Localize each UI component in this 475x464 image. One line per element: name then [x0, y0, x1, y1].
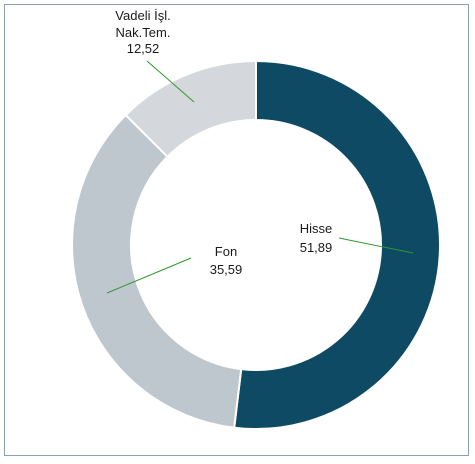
slice-label-hisse: Hisse — [300, 221, 333, 236]
leader-hisse — [338, 237, 414, 254]
leader-fon — [106, 257, 192, 294]
slice-hisse — [233, 59, 442, 430]
slice-vadeli — [124, 59, 257, 159]
slice-value-vadeli: 12,52 — [127, 41, 160, 56]
leader-vadeli — [146, 60, 195, 103]
slice-value-hisse: 51,89 — [300, 240, 333, 255]
slice-label-vadeli-line1: Vadeli İşl. — [115, 8, 170, 23]
slice-label-vadeli-line2: Nak.Tem. — [116, 25, 171, 40]
slice-label-fon: Fon — [215, 244, 237, 259]
slice-fon — [71, 113, 243, 429]
slice-value-fon: 35,59 — [210, 262, 243, 277]
